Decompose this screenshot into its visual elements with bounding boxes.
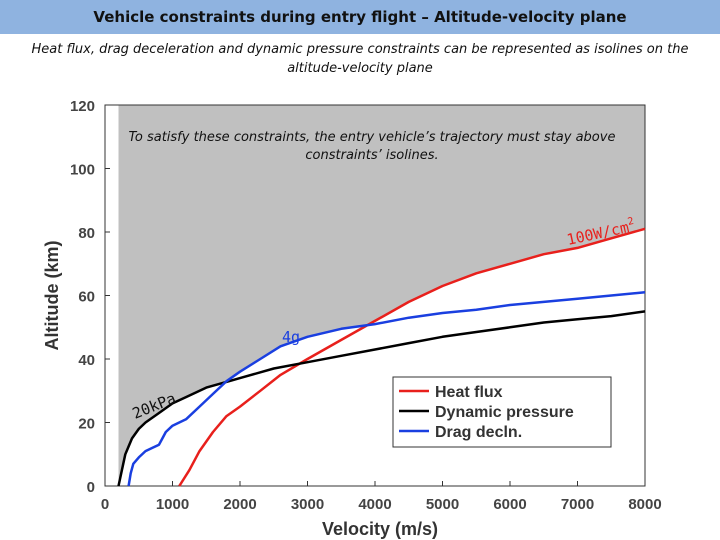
legend-entry: Drag decln. (435, 424, 522, 441)
slide-title: Vehicle constraints during entry flight … (93, 8, 627, 26)
x-tick-label: 0 (101, 496, 109, 513)
y-tick-label: 40 (78, 352, 95, 369)
legend-box (392, 376, 612, 448)
series-line-heat-flux (178, 227, 646, 487)
x-tick-label: 2000 (223, 496, 256, 513)
legend-entry: Dynamic pressure (435, 404, 574, 421)
x-tick-label: 8000 (628, 496, 661, 513)
x-tick-label: 7000 (561, 496, 594, 513)
y-tick-label: 60 (78, 289, 95, 306)
y-tick-label: 100 (70, 162, 95, 179)
series-line-drag-decln- (127, 291, 646, 487)
slide-subtitle: Heat flux, drag deceleration and dynamic… (31, 42, 689, 76)
x-tick-label: 4000 (358, 496, 391, 513)
feasible-region (118, 105, 645, 486)
y-tick-label: 80 (78, 225, 95, 242)
x-tick-label: 3000 (291, 496, 324, 513)
y-tick-label: 20 (78, 416, 95, 433)
y-tick-label: 120 (70, 98, 95, 115)
y-tick-label: 0 (87, 479, 95, 496)
x-tick-label: 1000 (156, 496, 189, 513)
x-tick-label: 5000 (426, 496, 459, 513)
legend-entry: Heat flux (435, 384, 503, 401)
x-axis-label: Velocity (m/s) (322, 519, 438, 539)
constraint-annotation: To satisfy these constraints, the entry … (129, 130, 616, 163)
series-line-dynamic-pressure (117, 310, 646, 487)
drag-curve-label: 4g (282, 328, 300, 346)
x-tick-label: 6000 (493, 496, 526, 513)
slide-title-bar: Vehicle constraints during entry flight … (0, 0, 720, 34)
y-axis-label: Altitude (km) (42, 240, 62, 350)
